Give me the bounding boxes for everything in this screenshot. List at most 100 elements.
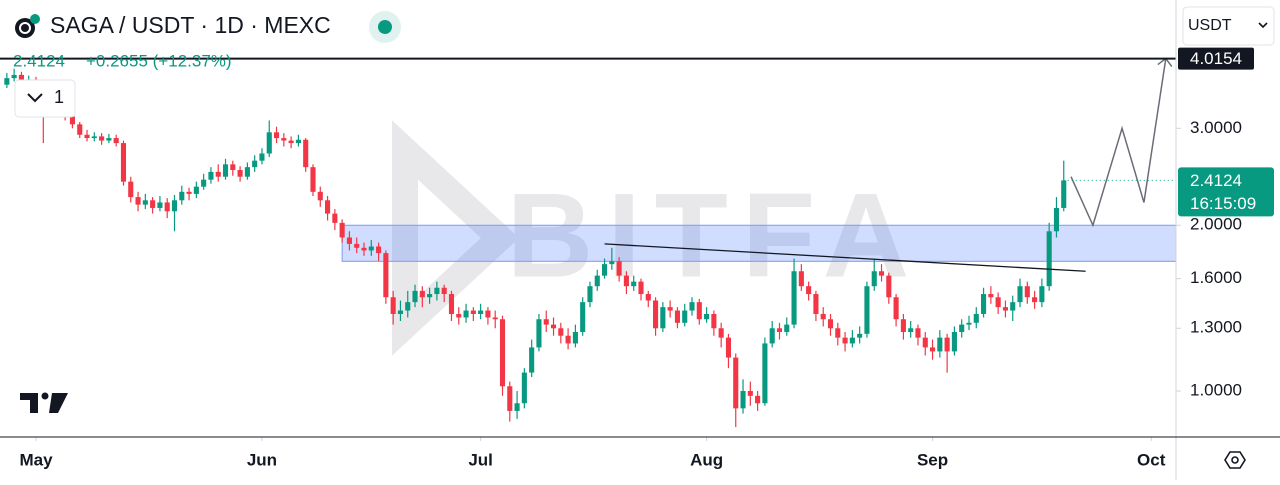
- candle-body: [769, 328, 775, 344]
- candle-body: [580, 302, 586, 332]
- y-tick-label: 3.0000: [1190, 118, 1242, 137]
- x-tick-label: Oct: [1137, 450, 1166, 469]
- candle-body: [929, 347, 936, 352]
- candle-body: [1032, 297, 1038, 303]
- candle-body: [171, 200, 178, 212]
- candle-body: [492, 317, 498, 320]
- x-tick-label: Aug: [690, 450, 723, 469]
- candle-body: [507, 386, 513, 411]
- candle-body: [368, 246, 374, 251]
- tv-logo: [20, 392, 68, 413]
- candle-body: [1002, 307, 1008, 311]
- candle-body: [623, 275, 629, 287]
- settings-icon[interactable]: [1224, 451, 1246, 469]
- currency-select[interactable]: USDT: [1182, 6, 1275, 46]
- candle-body: [886, 275, 892, 298]
- candle-body: [361, 247, 367, 251]
- candle-body: [776, 328, 783, 332]
- candle-body: [631, 281, 637, 287]
- candle-body: [587, 286, 593, 303]
- candle-body: [842, 337, 848, 344]
- candle-body: [543, 319, 549, 325]
- status-dot: [378, 20, 392, 34]
- currency-box[interactable]: [1182, 6, 1275, 46]
- candle-body: [725, 337, 732, 358]
- candle-body: [944, 337, 950, 352]
- x-tick-label: Jun: [247, 450, 277, 469]
- candle-body: [1061, 180, 1067, 208]
- candle-body: [405, 302, 411, 311]
- candle-body: [864, 286, 870, 334]
- candle-body: [951, 331, 957, 352]
- settings-icon: [1231, 456, 1239, 464]
- x-tick-label: May: [19, 450, 53, 469]
- candle-body: [514, 403, 520, 411]
- candle-body: [915, 328, 921, 338]
- candle-body: [827, 319, 834, 329]
- candle-body: [966, 322, 972, 325]
- candle-body: [339, 222, 345, 238]
- candle-body: [995, 297, 1001, 308]
- watermark: BITFA: [507, 169, 924, 303]
- candle-body: [419, 290, 425, 298]
- candle-body: [594, 275, 600, 287]
- candle-body: [230, 164, 236, 170]
- candle-body: [616, 261, 622, 276]
- last-price: 2.4124: [13, 51, 65, 70]
- candle-body: [609, 261, 615, 265]
- candle-body: [397, 310, 404, 314]
- countdown: 16:15:09: [1190, 194, 1256, 213]
- price-change: +0.2655 (+12.37%): [86, 51, 232, 70]
- candle-body: [820, 313, 826, 320]
- y-tick-label: 1.3000: [1190, 318, 1242, 337]
- candle-body: [222, 164, 229, 177]
- candle-body: [529, 347, 535, 373]
- candle-body: [193, 186, 199, 194]
- last-price-label: 2.4124: [1190, 171, 1242, 190]
- candle-body: [376, 246, 382, 254]
- candle-body: [653, 300, 659, 329]
- candle-body: [303, 139, 309, 168]
- candle-body: [448, 294, 455, 314]
- candle-body: [11, 74, 17, 79]
- target-price-label: 4.0154: [1190, 49, 1242, 68]
- candle-body: [383, 253, 389, 298]
- indicator-toggle[interactable]: [14, 79, 76, 118]
- candle-body: [1046, 231, 1052, 287]
- candle-body: [704, 313, 710, 320]
- candle-body: [740, 390, 746, 409]
- candle-body: [806, 286, 812, 295]
- y-tick-label: 1.0000: [1190, 380, 1242, 399]
- candle-body: [849, 337, 855, 344]
- candle-body: [499, 319, 506, 387]
- candle-body: [922, 337, 928, 348]
- candle-body: [550, 324, 557, 329]
- candle-body: [288, 140, 294, 144]
- chevron: [27, 93, 43, 103]
- candle-body: [937, 337, 943, 352]
- candle-body: [733, 357, 739, 409]
- candle-body: [120, 143, 127, 182]
- candle-body: [441, 287, 447, 295]
- candle-body: [157, 202, 163, 208]
- candle-body: [310, 167, 316, 192]
- candle-body: [354, 243, 360, 248]
- candle-body: [295, 139, 301, 144]
- candle-body: [981, 294, 987, 314]
- candle-body: [988, 294, 994, 298]
- candle-body: [91, 136, 97, 139]
- candle-body: [900, 319, 906, 332]
- candle-body: [113, 138, 119, 144]
- candle-body: [572, 331, 578, 344]
- logo-shape: [20, 393, 38, 413]
- candle-body: [186, 191, 192, 194]
- candle-body: [638, 281, 644, 295]
- last-price-tag: [1178, 167, 1274, 217]
- y-tick-label: 2.0000: [1190, 215, 1242, 234]
- candle-body: [558, 328, 564, 336]
- watermark-logo: [392, 120, 520, 356]
- candle-body: [332, 213, 338, 223]
- candle-body: [390, 297, 396, 314]
